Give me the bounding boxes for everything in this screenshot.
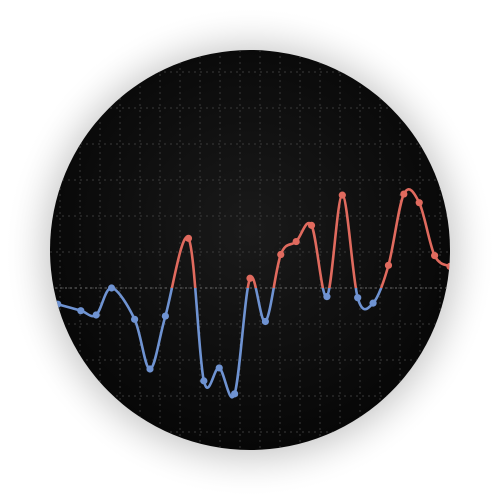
- data-point: [107, 284, 116, 292]
- data-point: [215, 364, 223, 372]
- data-point: [384, 261, 393, 269]
- data-point: [277, 250, 285, 259]
- data-point: [184, 234, 193, 242]
- data-point: [307, 221, 316, 229]
- data-point: [354, 294, 362, 302]
- data-point: [246, 274, 254, 282]
- data-point: [415, 199, 423, 207]
- data-point: [161, 312, 169, 320]
- data-point: [400, 190, 408, 198]
- sphere-background: [50, 50, 450, 450]
- series-line-above: [56, 188, 450, 288]
- data-point: [77, 307, 85, 315]
- data-point: [146, 365, 154, 373]
- data-point: [338, 191, 346, 199]
- data-point: [261, 317, 269, 326]
- data-point: [292, 237, 300, 246]
- data-point: [231, 390, 239, 398]
- data-point: [92, 311, 100, 319]
- data-point: [323, 293, 331, 301]
- data-point: [200, 377, 208, 385]
- data-point: [431, 252, 439, 260]
- data-point: [131, 315, 139, 323]
- data-point: [369, 299, 377, 307]
